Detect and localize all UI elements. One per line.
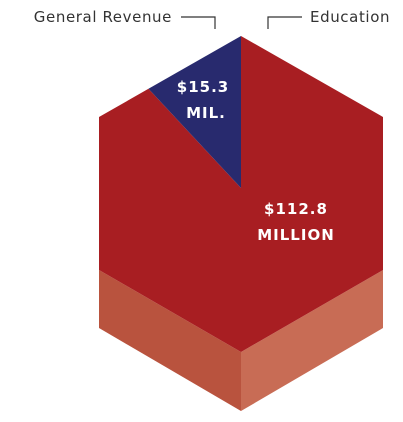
legend-label-general-revenue: General Revenue (34, 8, 172, 26)
slice-label-education-unit: MILLION (257, 226, 335, 244)
leader-line-general-revenue (181, 16, 216, 29)
slice-label-education-value: $112.8 (264, 200, 328, 218)
legend-label-education: Education (310, 8, 390, 26)
hexagon-side-left (99, 270, 241, 411)
slice-label-general-revenue-unit: MIL. (186, 104, 226, 122)
leader-line-education (267, 16, 302, 29)
slice-general-revenue (148, 36, 241, 188)
slice-label-general-revenue-value: $15.3 (177, 78, 229, 96)
hexagon-side-right (241, 270, 383, 411)
slice-education (99, 36, 383, 352)
